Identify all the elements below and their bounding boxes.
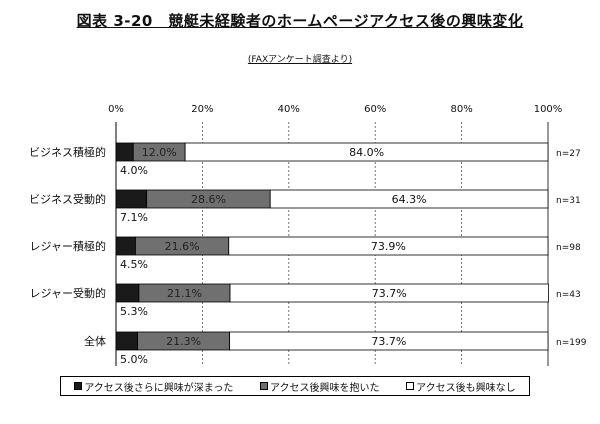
legend-swatch-interested xyxy=(260,382,269,390)
legend-label-interested: アクセス後興味を抱いた xyxy=(270,382,380,394)
sample-size-label: n=98 xyxy=(556,243,581,253)
sample-size-label: n=199 xyxy=(556,338,587,348)
legend-item-deepened: アクセス後さらに興味が深まった xyxy=(74,379,233,394)
x-tick-label: 0% xyxy=(108,104,124,115)
data-label-no-interest: 73.7% xyxy=(371,335,406,348)
bar-segment-no-interest xyxy=(228,236,549,256)
data-label-interested: 21.1% xyxy=(167,287,202,300)
legend-item-interested: アクセス後興味を抱いた xyxy=(260,379,380,394)
sample-size-label: n=27 xyxy=(556,149,581,159)
category-label: ビジネス受動的 xyxy=(29,192,106,206)
bar-segment-no-interest xyxy=(229,331,549,351)
x-tick-label: 60% xyxy=(364,104,386,115)
data-label-deepened: 4.0% xyxy=(120,164,148,177)
chart-subtitle: (FAXアンケート調査より) xyxy=(247,55,353,65)
data-label-interested: 21.3% xyxy=(166,335,201,348)
category-label: 全体 xyxy=(84,334,106,348)
category-label: ビジネス積極的 xyxy=(29,145,106,159)
bar-segment-no-interest xyxy=(229,283,549,303)
bar-segment-no-interest xyxy=(269,189,549,209)
data-label-no-interest: 64.3% xyxy=(392,193,427,206)
data-label-deepened: 5.0% xyxy=(120,353,148,366)
legend-item-no-interest: アクセス後も興味なし xyxy=(406,379,516,394)
data-label-interested: 28.6% xyxy=(191,193,226,206)
sample-size-label: n=43 xyxy=(556,290,581,300)
bar-segment-deepened xyxy=(115,236,136,256)
data-label-deepened: 7.1% xyxy=(120,211,148,224)
bar-segment-deepened xyxy=(115,189,148,209)
data-label-interested: 12.0% xyxy=(142,146,177,159)
data-label-no-interest: 84.0% xyxy=(349,146,384,159)
x-tick-label: 40% xyxy=(278,104,300,115)
data-label-deepened: 5.3% xyxy=(120,305,148,318)
data-label-interested: 21.6% xyxy=(165,240,200,253)
legend-label-no-interest: アクセス後も興味なし xyxy=(416,382,516,394)
chart-title: 図表 3-20 競艇未経験者のホームページアクセス後の興味変化 xyxy=(76,12,524,30)
legend-swatch-deepened xyxy=(74,382,83,390)
x-tick-label: 20% xyxy=(191,104,213,115)
bar-segment-deepened xyxy=(115,331,139,351)
data-label-deepened: 4.5% xyxy=(120,258,148,271)
legend-swatch-no-interest xyxy=(406,382,415,390)
legend: アクセス後さらに興味が深まった アクセス後興味を抱いた アクセス後も興味なし xyxy=(60,376,530,396)
x-tick-label: 100% xyxy=(534,104,563,115)
x-tick-label: 80% xyxy=(450,104,472,115)
category-label: レジャー積極的 xyxy=(30,239,106,253)
data-label-no-interest: 73.7% xyxy=(372,287,407,300)
legend-label-deepened: アクセス後さらに興味が深まった xyxy=(84,382,234,394)
category-label: レジャー受動的 xyxy=(30,286,106,300)
bar-segment-deepened xyxy=(115,142,134,162)
data-label-no-interest: 73.9% xyxy=(371,240,406,253)
bar-segment-no-interest xyxy=(184,142,549,162)
bar-segment-deepened xyxy=(115,283,140,303)
sample-size-label: n=31 xyxy=(556,196,581,206)
